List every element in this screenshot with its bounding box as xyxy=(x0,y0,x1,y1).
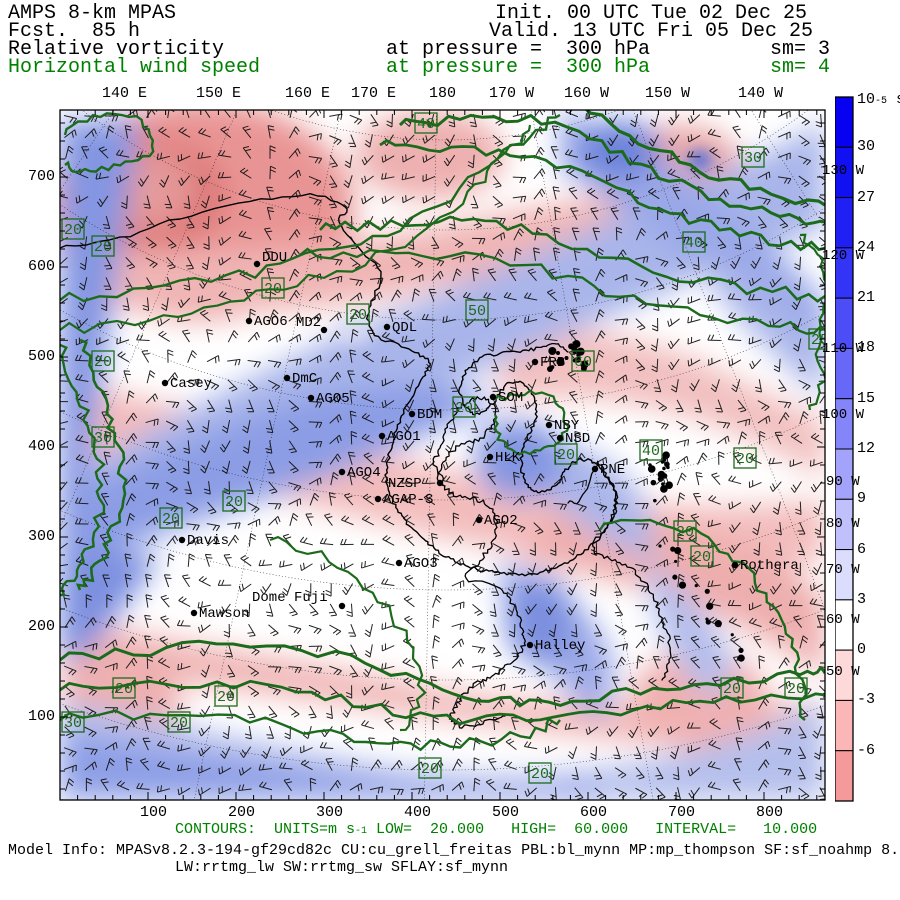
svg-text:MD2: MD2 xyxy=(296,315,321,331)
svg-text:NZSP: NZSP xyxy=(388,476,422,492)
svg-text:AGO2: AGO2 xyxy=(484,513,518,529)
svg-text:Davis: Davis xyxy=(187,533,229,549)
svg-text:Dome Fuji: Dome Fuji xyxy=(252,590,328,606)
svg-text:PNE: PNE xyxy=(600,462,625,478)
svg-text:20: 20 xyxy=(693,549,711,566)
svg-text:Rothera: Rothera xyxy=(740,558,799,574)
svg-text:60: 60 xyxy=(574,354,592,371)
svg-text:NSD: NSD xyxy=(565,431,590,447)
svg-text:AGO4: AGO4 xyxy=(347,465,381,481)
svg-text:DmC: DmC xyxy=(292,371,317,387)
svg-text:30: 30 xyxy=(744,150,762,167)
svg-text:30: 30 xyxy=(94,430,112,447)
svg-text:40: 40 xyxy=(417,116,435,133)
svg-text:20: 20 xyxy=(94,354,112,371)
svg-text:AGO5: AGO5 xyxy=(316,391,350,407)
svg-text:AGO3: AGO3 xyxy=(404,556,438,572)
svg-text:20: 20 xyxy=(421,761,439,778)
svg-text:20: 20 xyxy=(115,681,133,698)
svg-text:20: 20 xyxy=(217,689,235,706)
svg-text:Mawson: Mawson xyxy=(199,606,249,622)
svg-text:20: 20 xyxy=(170,715,188,732)
svg-text:SOM: SOM xyxy=(498,390,523,406)
svg-text:20: 20 xyxy=(94,239,112,256)
svg-text:20: 20 xyxy=(264,281,282,298)
svg-text:QDL: QDL xyxy=(392,320,417,336)
svg-text:AGAP-S: AGAP-S xyxy=(383,492,433,508)
svg-text:20: 20 xyxy=(64,222,82,239)
svg-text:20: 20 xyxy=(557,447,575,464)
svg-text:20: 20 xyxy=(676,524,694,541)
svg-text:DDU: DDU xyxy=(262,250,287,266)
svg-text:20: 20 xyxy=(455,400,473,417)
svg-text:AGO1: AGO1 xyxy=(387,429,421,445)
svg-text:20: 20 xyxy=(723,681,741,698)
svg-text:AGO6: AGO6 xyxy=(254,314,288,330)
svg-text:HLK: HLK xyxy=(495,450,521,466)
svg-text:30: 30 xyxy=(64,715,82,732)
svg-text:20: 20 xyxy=(225,494,243,511)
svg-text:40: 40 xyxy=(685,235,703,252)
svg-text:BDM: BDM xyxy=(417,407,442,423)
svg-text:Halley: Halley xyxy=(535,638,585,654)
svg-text:20: 20 xyxy=(349,307,367,324)
svg-text:40: 40 xyxy=(642,443,660,460)
svg-text:FRB: FRB xyxy=(540,355,565,371)
svg-text:50: 50 xyxy=(468,303,486,320)
svg-text:20: 20 xyxy=(736,451,754,468)
svg-text:20: 20 xyxy=(787,681,805,698)
svg-text:20: 20 xyxy=(162,511,180,528)
svg-text:20: 20 xyxy=(531,766,549,783)
svg-text:Casey: Casey xyxy=(170,376,212,392)
